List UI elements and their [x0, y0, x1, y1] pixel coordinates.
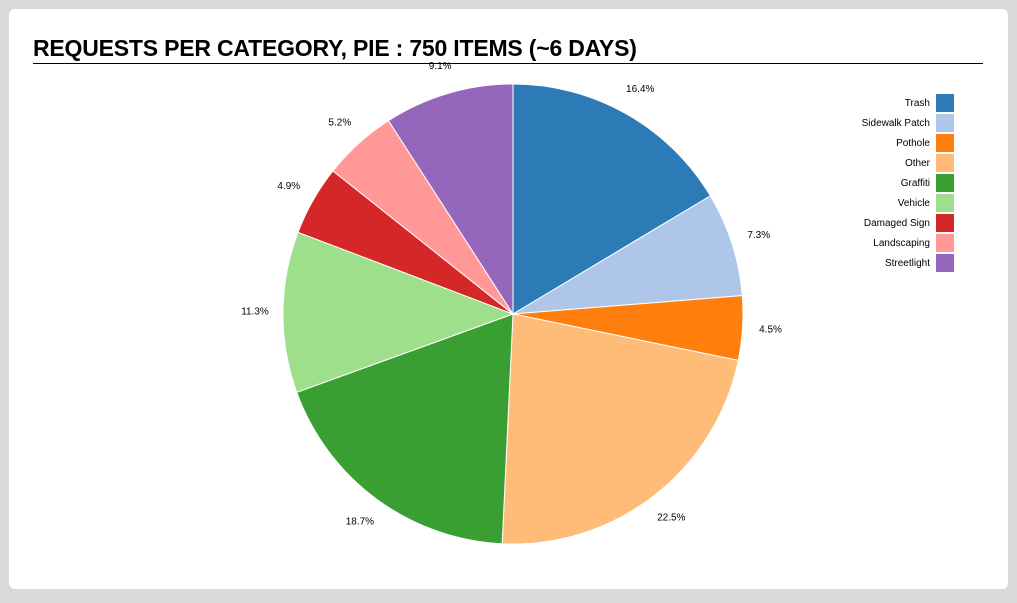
- legend-label: Landscaping: [873, 237, 930, 249]
- legend-label: Pothole: [896, 137, 930, 149]
- legend-swatch: [936, 94, 954, 112]
- pie-label-graffiti: 18.7%: [346, 516, 374, 527]
- chart-card: REQUESTS PER CATEGORY, PIE : 750 ITEMS (…: [9, 9, 1008, 589]
- legend-swatch: [936, 234, 954, 252]
- pie-label-vehicle: 11.3%: [241, 307, 269, 318]
- pie-label-other: 22.5%: [657, 512, 685, 523]
- legend-item-other: Other: [829, 153, 954, 173]
- legend-item-landscaping: Landscaping: [829, 233, 954, 253]
- legend-item-trash: Trash: [829, 93, 954, 113]
- legend-label: Vehicle: [897, 197, 930, 209]
- legend-label: Streetlight: [884, 257, 930, 269]
- chart-legend: Trash Sidewalk Patch Pothole Other Graffiti V…: [829, 93, 954, 273]
- pie-label-landscaping: 5.2%: [328, 117, 351, 128]
- pie-label-streetlight: 9.1%: [429, 61, 452, 72]
- pie-slice-trash: [512, 83, 712, 315]
- pie-slices: [282, 83, 744, 545]
- legend-swatch: [936, 154, 954, 172]
- legend-swatch: [936, 174, 954, 192]
- legend-swatch: [936, 254, 954, 272]
- pie-slice-streetlight: [387, 83, 514, 316]
- legend-swatch: [936, 194, 954, 212]
- pie-label-trash: 16.4%: [626, 84, 654, 95]
- legend-label: Trash: [904, 97, 930, 109]
- pie-chart: 16.4% 7.3% 4.5% 22.5% 18.7% 11.3% 4.9% 5.2% 9.1%: [241, 61, 782, 545]
- legend-swatch: [936, 134, 954, 152]
- legend-item-damaged-sign: Damaged Sign: [829, 213, 954, 233]
- legend-label: Sidewalk Patch: [861, 117, 930, 129]
- pie-label-pothole: 4.5%: [759, 324, 782, 335]
- pie-slice-other: [501, 313, 739, 545]
- legend-item-sidewalk-patch: Sidewalk Patch: [829, 113, 954, 133]
- legend-item-graffiti: Graffiti: [829, 173, 954, 193]
- pie-slice-graffiti: [296, 313, 514, 545]
- legend-swatch: [936, 214, 954, 232]
- legend-label: Graffiti: [900, 177, 930, 189]
- legend-label: Other: [904, 157, 930, 169]
- chart-title: REQUESTS PER CATEGORY, PIE : 750 ITEMS (…: [33, 35, 637, 61]
- legend-item-pothole: Pothole: [829, 133, 954, 153]
- pie-slice-vehicle: [282, 231, 515, 393]
- legend-item-vehicle: Vehicle: [829, 193, 954, 213]
- pie-slice-sidewalk-patch: [512, 195, 743, 315]
- pie-percent-labels: 16.4% 7.3% 4.5% 22.5% 18.7% 11.3% 4.9% 5.2% 9.1%: [241, 61, 782, 527]
- legend-swatch: [936, 114, 954, 132]
- pie-label-damaged-sign: 4.9%: [277, 181, 300, 192]
- legend-label: Damaged Sign: [863, 217, 930, 229]
- legend-item-streetlight: Streetlight: [829, 253, 954, 273]
- title-divider: [33, 63, 983, 64]
- pie-label-sidewalk-patch: 7.3%: [747, 230, 770, 241]
